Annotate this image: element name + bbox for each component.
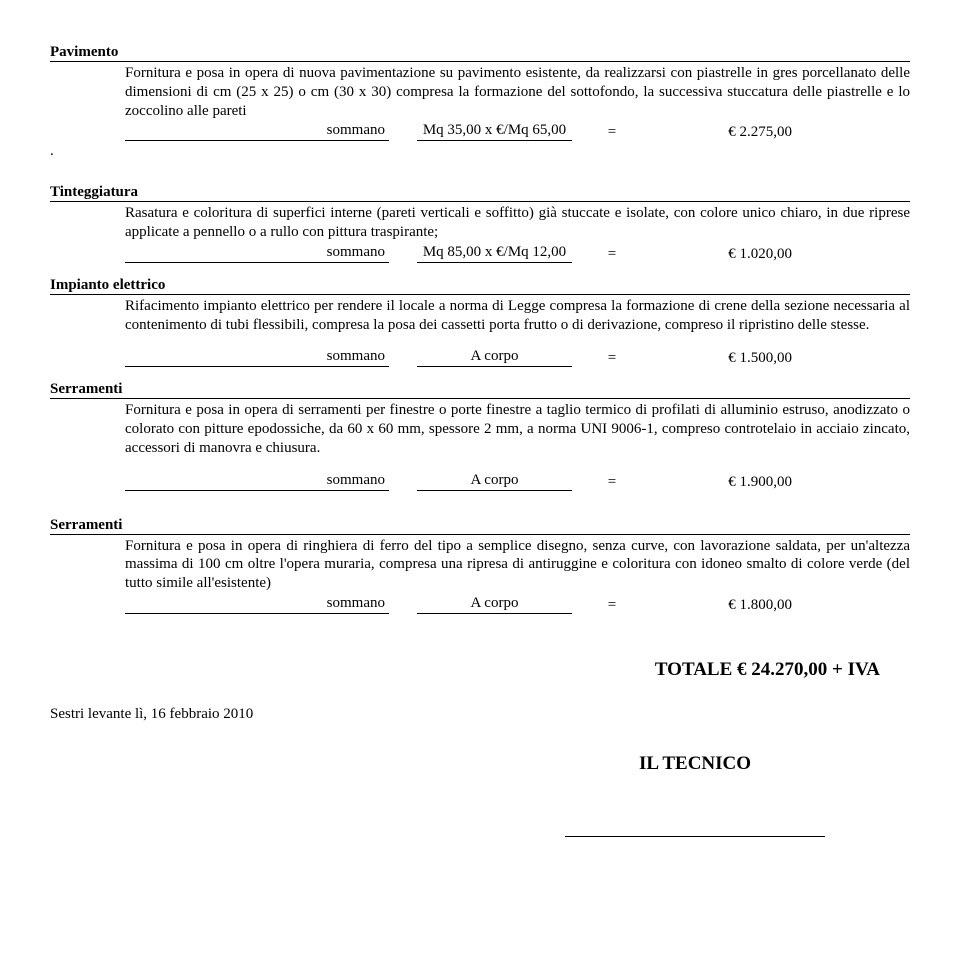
heading-tinteggiatura: Tinteggiatura <box>50 184 910 202</box>
desc-serramenti2: Fornitura e posa in opera di ringhiera d… <box>125 537 910 593</box>
sommano-qty: Mq 85,00 x €/Mq 12,00 <box>417 244 572 263</box>
sommano-val: € 1.500,00 <box>652 350 792 367</box>
sommano-val: € 2.275,00 <box>652 124 792 141</box>
tecnico-label: IL TECNICO <box>480 753 910 775</box>
heading-impianto: Impianto elettrico <box>50 277 910 295</box>
summary-serramenti2: sommano A corpo = € 1.800,00 <box>125 595 910 614</box>
sommano-val: € 1.900,00 <box>652 474 792 491</box>
desc-pavimento: Fornitura e posa in opera di nuova pavim… <box>125 64 910 120</box>
sommano-eq: = <box>572 124 652 141</box>
summary-tinteggiatura: sommano Mq 85,00 x €/Mq 12,00 = € 1.020,… <box>125 244 910 263</box>
summary-serramenti1: sommano A corpo = € 1.900,00 <box>125 472 910 491</box>
sommano-label: sommano <box>125 348 389 367</box>
sommano-eq: = <box>572 597 652 614</box>
signature-line <box>480 825 910 842</box>
sommano-label: sommano <box>125 472 389 491</box>
sommano-val: € 1.020,00 <box>652 246 792 263</box>
desc-impianto: Rifacimento impianto elettrico per rende… <box>125 297 910 335</box>
summary-pavimento: sommano Mq 35,00 x €/Mq 65,00 = € 2.275,… <box>125 122 910 141</box>
heading-serramenti1: Serramenti <box>50 381 910 399</box>
sommano-qty: A corpo <box>417 595 572 614</box>
heading-serramenti2: Serramenti <box>50 517 910 535</box>
heading-pavimento: Pavimento <box>50 44 910 62</box>
dot: . <box>50 143 910 160</box>
total: TOTALE € 24.270,00 + IVA <box>50 659 910 681</box>
sommano-qty: Mq 35,00 x €/Mq 65,00 <box>417 122 572 141</box>
desc-tinteggiatura: Rasatura e coloritura di superfici inter… <box>125 204 910 242</box>
desc-serramenti1: Fornitura e posa in opera di serramenti … <box>125 401 910 457</box>
sommano-eq: = <box>572 246 652 263</box>
date-line: Sestri levante lì, 16 febbraio 2010 <box>50 706 910 723</box>
sommano-eq: = <box>572 474 652 491</box>
sommano-qty: A corpo <box>417 472 572 491</box>
sommano-label: sommano <box>125 122 389 141</box>
sommano-eq: = <box>572 350 652 367</box>
sommano-label: sommano <box>125 595 389 614</box>
summary-impianto: sommano A corpo = € 1.500,00 <box>125 348 910 367</box>
sommano-label: sommano <box>125 244 389 263</box>
sommano-val: € 1.800,00 <box>652 597 792 614</box>
sommano-qty: A corpo <box>417 348 572 367</box>
